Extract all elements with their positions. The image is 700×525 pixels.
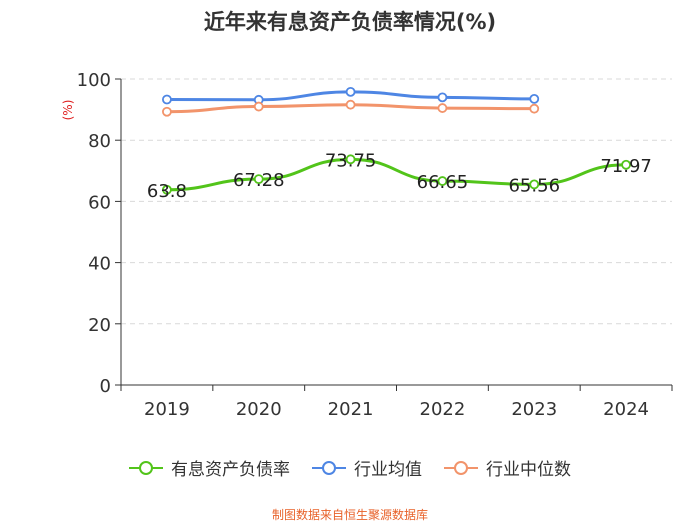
data-point-s0-2021: [345, 154, 356, 165]
chart-title: 近年来有息资产负债率情况(%): [203, 10, 497, 34]
legend-item-1[interactable]: 行业均值: [312, 455, 422, 480]
data-point-s2-2021: [345, 99, 356, 110]
data-label-2019: 63.8: [147, 181, 187, 202]
x-tick-label-2021: 2021: [328, 399, 374, 420]
legend-label: 有息资产负债率: [171, 460, 290, 480]
legend-label: 行业中位数: [486, 460, 571, 480]
data-point-s0-2019: [162, 184, 172, 195]
data-point-s2-2019: [162, 106, 172, 117]
x-tick-label-2022: 2022: [420, 399, 466, 420]
data-point-s2-2023: [529, 103, 540, 114]
x-tick-label-2024: 2024: [603, 399, 649, 420]
legend-marker-icon: [444, 460, 478, 475]
y-axis-label: (%): [61, 100, 75, 121]
data-point-s0-2022: [437, 176, 448, 186]
data-point-s2-2022: [437, 103, 448, 113]
chart-legend: 有息资产负债率 行业均值 行业中位数: [0, 455, 700, 480]
series-line-0: [166, 157, 627, 192]
data-point-s0-2024: [621, 159, 631, 170]
y-tick-label-20: 20: [88, 315, 111, 336]
data-source-note: 制图数据来自恒生聚源数据库: [271, 508, 428, 522]
data-label-2022: 66.65: [417, 172, 469, 193]
legend-marker-icon: [312, 460, 346, 475]
y-tick-label-80: 80: [88, 131, 111, 152]
y-tick-label-60: 60: [88, 192, 111, 213]
legend-item-2[interactable]: 行业中位数: [444, 455, 571, 480]
y-tick-label-40: 40: [88, 254, 111, 275]
y-tick-label-0: 0: [100, 376, 111, 397]
data-point-s2-2020: [253, 101, 264, 112]
x-tick-label-2020: 2020: [236, 399, 282, 420]
data-label-2024: 71.97: [600, 156, 652, 177]
data-label-2021: 73.75: [325, 150, 377, 171]
legend-marker-icon: [129, 460, 163, 475]
data-point-s1-2021: [345, 86, 356, 97]
data-label-2020: 67.28: [233, 170, 285, 191]
data-point-s1-2022: [437, 92, 448, 103]
legend-item-0[interactable]: 有息资产负债率: [129, 455, 290, 480]
data-point-s1-2023: [529, 93, 540, 104]
data-point-s0-2023: [529, 179, 540, 190]
data-point-s0-2020: [253, 174, 264, 185]
x-tick-label-2019: 2019: [144, 399, 190, 420]
legend-label: 行业均值: [354, 460, 422, 480]
data-point-s1-2019: [162, 94, 172, 105]
y-tick-label-100: 100: [77, 70, 111, 91]
x-tick-label-2023: 2023: [511, 399, 557, 420]
data-label-2023: 65.56: [508, 175, 560, 196]
